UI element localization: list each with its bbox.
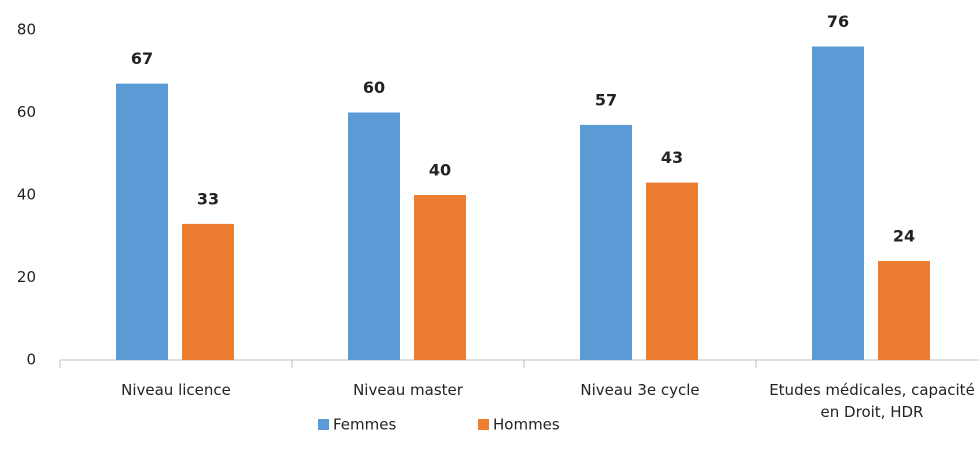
- value-label: 57: [595, 90, 617, 109]
- y-tick-label: 0: [26, 351, 36, 369]
- bar: [878, 261, 930, 360]
- value-label: 33: [197, 189, 219, 208]
- bar: [182, 223, 234, 360]
- bar: [580, 124, 632, 360]
- legend-label: Hommes: [493, 416, 560, 434]
- x-tick-label: Niveau licence: [121, 381, 231, 399]
- legend-swatch: [478, 419, 489, 430]
- x-tick-label: Etudes médicales, capacité en Droit, HDR: [769, 381, 975, 421]
- legend-label: Femmes: [333, 416, 396, 434]
- value-label: 24: [893, 227, 915, 246]
- value-label: 60: [363, 78, 385, 97]
- x-tick-label: Niveau master: [353, 381, 463, 399]
- bar: [812, 46, 864, 360]
- x-tick-label: Niveau 3e cycle: [580, 381, 700, 399]
- bar: [646, 182, 698, 360]
- bar: [348, 112, 400, 360]
- y-tick-label: 20: [17, 268, 36, 286]
- y-tick-label: 40: [17, 186, 36, 204]
- bar: [116, 83, 168, 360]
- bar: [414, 195, 466, 360]
- value-label: 67: [131, 49, 153, 68]
- y-tick-label: 80: [17, 21, 36, 39]
- value-label: 76: [827, 12, 849, 31]
- value-label: 40: [429, 161, 451, 180]
- value-label: 43: [661, 148, 683, 167]
- legend-swatch: [318, 419, 329, 430]
- y-tick-label: 60: [17, 103, 36, 121]
